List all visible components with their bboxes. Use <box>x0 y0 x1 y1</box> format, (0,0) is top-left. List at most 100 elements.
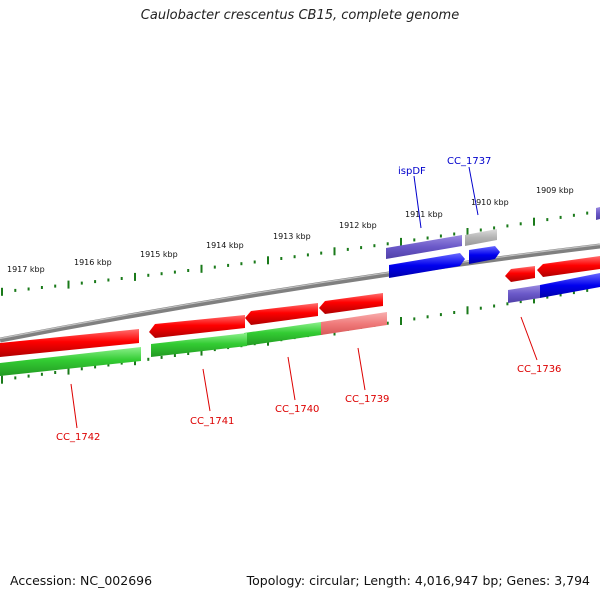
outer-minor-tick <box>519 222 522 226</box>
outer-minor-tick <box>439 234 442 238</box>
feature-cc1736-small[interactable] <box>505 266 535 282</box>
outer-major-tick <box>533 217 535 226</box>
inner-minor-tick <box>439 313 442 317</box>
inner-minor-tick <box>413 317 416 321</box>
outer-major-tick <box>67 280 70 289</box>
kbp-label-1917: 1917 kbp <box>7 265 45 274</box>
kbp-label-1913: 1913 kbp <box>273 232 311 241</box>
outer-minor-tick <box>293 255 296 259</box>
inner-minor-tick <box>386 321 389 325</box>
inner-minor-tick <box>40 372 43 376</box>
outer-minor-tick <box>493 226 496 230</box>
feature-cc1742-cds[interactable] <box>0 329 139 357</box>
inner-minor-tick <box>14 376 17 380</box>
accession-text: Accession: NC_002696 <box>10 573 153 588</box>
inner-minor-tick <box>27 374 30 378</box>
feature-cc1737-cds[interactable] <box>469 246 500 264</box>
kbp-label-1912: 1912 kbp <box>339 221 377 230</box>
outer-major-tick <box>1 287 3 296</box>
feature-right-edge-upper[interactable] <box>596 207 600 220</box>
leader-ispdf <box>413 175 422 229</box>
outer-minor-tick <box>506 224 509 228</box>
gene-label-cc1742[interactable]: CC_1742 <box>56 432 100 443</box>
gene-labels: ispDF CC_1737 CC_1736 CC_1739 CC_1740 CC… <box>56 156 561 443</box>
outer-minor-tick <box>27 287 30 291</box>
outer-minor-tick <box>213 265 216 269</box>
leader-cc1736 <box>520 316 538 361</box>
outer-minor-tick <box>107 278 110 282</box>
inner-major-tick <box>1 375 3 384</box>
feature-cc1739-lower[interactable] <box>321 312 387 335</box>
outer-minor-tick <box>572 213 575 217</box>
inner-minor-tick <box>160 355 163 359</box>
inner-minor-tick <box>80 367 83 371</box>
feature-cc1736-cds[interactable] <box>537 256 600 277</box>
leader-cc1739 <box>357 347 366 391</box>
inner-minor-tick <box>107 363 110 367</box>
outer-major-tick <box>400 237 402 246</box>
outer-minor-tick <box>14 288 17 292</box>
inner-minor-tick <box>187 352 190 355</box>
outer-minor-tick <box>373 244 376 248</box>
outer-minor-tick <box>94 280 97 284</box>
feature-cc1736-lower-blue[interactable] <box>540 273 600 298</box>
outer-minor-tick <box>147 273 150 277</box>
inner-minor-tick <box>559 293 562 297</box>
kbp-label-1915: 1915 kbp <box>140 250 178 259</box>
genome-backbone-highlight <box>0 243 600 340</box>
outer-minor-tick <box>187 269 190 272</box>
feature-cc1741-lower[interactable] <box>151 333 247 357</box>
inner-minor-tick <box>426 315 429 319</box>
feature-cc1736-lower-purple[interactable] <box>508 285 540 303</box>
outer-minor-tick <box>40 286 43 289</box>
outer-minor-tick <box>426 236 429 240</box>
feature-ispdf-cds[interactable] <box>389 253 465 278</box>
feature-cc1737-upper[interactable] <box>465 229 497 246</box>
outer-minor-tick <box>559 215 562 219</box>
feature-cc1740-lower[interactable] <box>244 322 321 346</box>
gene-label-cc1740[interactable]: CC_1740 <box>275 404 319 415</box>
outer-minor-tick <box>479 228 482 232</box>
forward-strand-features <box>386 207 600 278</box>
inner-minor-tick <box>120 361 123 365</box>
inner-minor-tick <box>94 365 97 369</box>
kbp-label-1911: 1911 kbp <box>405 210 443 219</box>
outer-minor-tick <box>586 211 589 215</box>
reverse-strand-features <box>0 256 600 376</box>
leader-cc1740 <box>287 356 296 401</box>
outer-minor-tick <box>54 284 57 288</box>
outer-minor-tick <box>80 281 83 285</box>
leader-cc1737 <box>468 166 479 216</box>
outer-minor-tick <box>346 247 349 251</box>
feature-cc1739-cds[interactable] <box>319 293 383 314</box>
outer-minor-tick <box>386 242 389 246</box>
feature-cc1741-cds[interactable] <box>149 315 245 338</box>
outer-minor-tick <box>227 263 230 267</box>
map-title: Caulobacter crescentus CB15, complete ge… <box>140 8 460 23</box>
label-leaders <box>70 166 538 429</box>
feature-ispdf-upper[interactable] <box>386 235 462 259</box>
outer-minor-tick <box>120 277 123 280</box>
kbp-label-1910: 1910 kbp <box>471 198 509 207</box>
outer-major-tick <box>200 264 203 273</box>
gene-label-cc1741[interactable]: CC_1741 <box>190 416 234 427</box>
outer-major-tick <box>466 228 469 236</box>
inner-minor-tick <box>546 295 549 299</box>
feature-cc1740-cds[interactable] <box>245 303 318 325</box>
gene-label-cc1739[interactable]: CC_1739 <box>345 394 389 405</box>
outer-minor-tick <box>280 257 283 260</box>
outer-minor-tick <box>413 238 416 242</box>
gene-label-cc1736[interactable]: CC_1736 <box>517 364 561 375</box>
gene-label-cc1737[interactable]: CC_1737 <box>447 156 491 167</box>
feature-cc1742-lower[interactable] <box>0 347 141 376</box>
kbp-label-1916: 1916 kbp <box>74 258 112 267</box>
inner-major-tick <box>200 347 203 356</box>
inner-minor-tick <box>147 357 150 361</box>
outer-minor-tick <box>453 232 456 236</box>
inner-minor-tick <box>453 311 456 314</box>
outer-major-tick <box>333 247 336 256</box>
gene-label-ispdf[interactable]: ispDF <box>398 166 426 177</box>
inner-minor-tick <box>519 300 522 304</box>
outer-tick-ring <box>1 211 589 296</box>
